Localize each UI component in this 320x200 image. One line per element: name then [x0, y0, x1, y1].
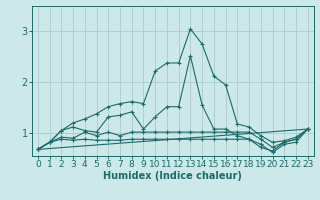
X-axis label: Humidex (Indice chaleur): Humidex (Indice chaleur) — [103, 171, 242, 181]
